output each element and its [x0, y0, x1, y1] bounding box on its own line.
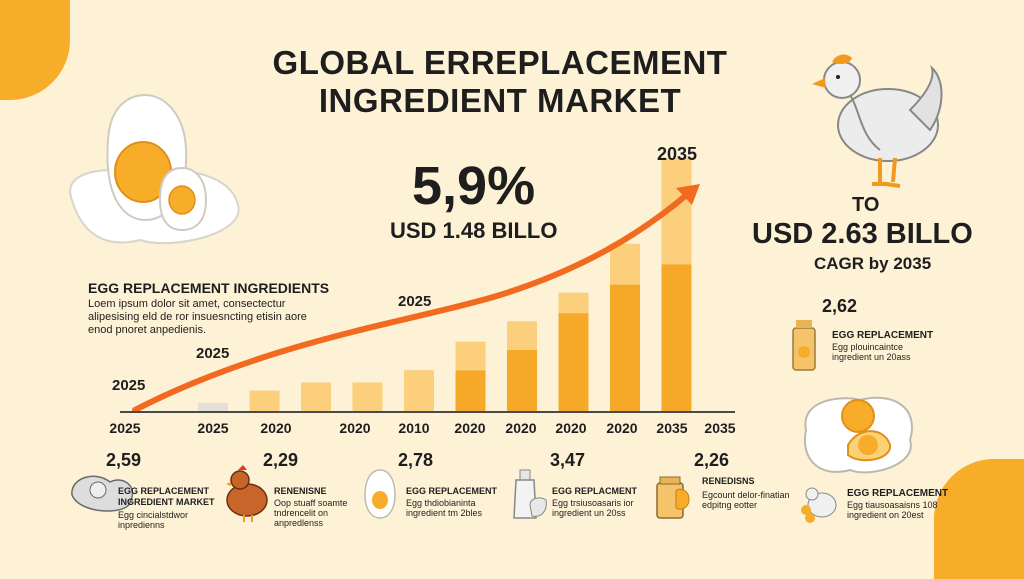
bar-solid [455, 370, 486, 411]
bar-solid [507, 349, 537, 411]
x-tick-label: 2020 [606, 420, 638, 436]
bar-solid [198, 402, 228, 411]
bar-light [455, 341, 486, 371]
x-tick-label: 2020 [555, 420, 587, 436]
headline-usd-start: USD 1.48 BILLO [390, 218, 558, 243]
bottom-body: Egg trsiusoasaris ior ingredient un 20ss [552, 498, 634, 518]
x-tick-label: 2020 [454, 420, 486, 436]
x-tick-label: 2010 [398, 420, 430, 436]
curve-label: 2025 [398, 293, 432, 310]
bottom-heading: RENEDISNS [702, 476, 755, 486]
fried-egg-icon [803, 396, 913, 474]
x-tick-label: 2020 [505, 420, 537, 436]
bottle-icon [513, 469, 547, 519]
headline-year: 2035 [657, 144, 698, 164]
curve-label: 2025 [112, 377, 146, 394]
bar-solid [558, 313, 589, 411]
bottom-body: Egg thdiobianinta ingredient tm 2bles [406, 498, 483, 518]
bottom-value: 2,26 [694, 450, 730, 470]
cracked-egg-icon [69, 93, 240, 244]
bar-solid [352, 382, 383, 411]
chart-title: GLOBAL ERREPLACEMENT INGREDIENT MARKET [272, 44, 728, 119]
bottom-body: Oop stuaff soamte tndrencelit on anpredl… [274, 498, 348, 528]
bottom-value: 2,59 [106, 450, 142, 470]
trend-arrow [132, 189, 693, 413]
bottom-value: 2,78 [398, 450, 434, 470]
headline-percent: 5,9% [412, 156, 536, 216]
section-body: Loem ipsum dolor sit amet, consectectur … [88, 298, 307, 336]
bar-solid [249, 390, 280, 411]
bar-light [558, 292, 589, 314]
broccoli-icon [71, 475, 134, 512]
egg-icon [364, 469, 396, 519]
bar-light [507, 321, 537, 350]
bottom-body: Egcount delor-finatian edpitng eotter [702, 490, 790, 510]
bar-solid [404, 370, 434, 411]
chart [132, 158, 700, 413]
x-tick-label: 2020 [339, 420, 371, 436]
right-body: Egg tiausoasaisns 108 ingredient on 20es… [847, 500, 938, 520]
right-value: 2,62 [822, 296, 858, 316]
right-body: Egg plouincaintce ingredient un 20ass [832, 342, 911, 362]
bottom-value: 2,29 [263, 450, 299, 470]
bottom-body: Egg cincialstdwor inpredienns [118, 510, 189, 530]
bar-solid [610, 284, 640, 411]
x-axis-line [120, 411, 735, 413]
bottom-heading: EGG REPLACEMENT [406, 486, 498, 496]
section-heading: EGG REPLACEMENT INGREDIENTS [88, 280, 330, 296]
bar-solid [301, 382, 331, 411]
bar-solid [661, 264, 692, 411]
x-tick-label: 2020 [260, 420, 292, 436]
bottom-value: 3,47 [550, 450, 586, 470]
jar-icon [792, 320, 816, 371]
hen-brown-icon [226, 465, 268, 522]
trend-arrow-head [676, 184, 700, 205]
right-heading: EGG REPLACEMENT [847, 488, 949, 499]
bottom-heading: RENENISNE [274, 486, 327, 496]
x-tick-label: 2035 [656, 420, 688, 436]
bar-light [610, 243, 640, 285]
headline-to: TO [852, 194, 880, 216]
headline-cagr: CAGR by 2035 [814, 254, 932, 273]
jar-orange-icon [656, 476, 690, 519]
x-tick-label: 2025 [109, 420, 141, 436]
chicken-icon [812, 54, 943, 188]
hen-small-icon [801, 487, 837, 523]
x-tick-label: 2025 [197, 420, 229, 436]
illustrations [69, 54, 943, 523]
right-heading: EGG REPLACEMENT [832, 330, 934, 341]
bottom-heading: EGG REPLACMENT [552, 486, 638, 496]
curve-label: 2025 [196, 345, 230, 362]
bottom-heading: EGG REPLACEMENT INGREDIENT MARKET [118, 486, 215, 507]
x-tick-label: 2035 [704, 420, 736, 436]
headline-usd-end: USD 2.63 BILLO [752, 218, 973, 250]
